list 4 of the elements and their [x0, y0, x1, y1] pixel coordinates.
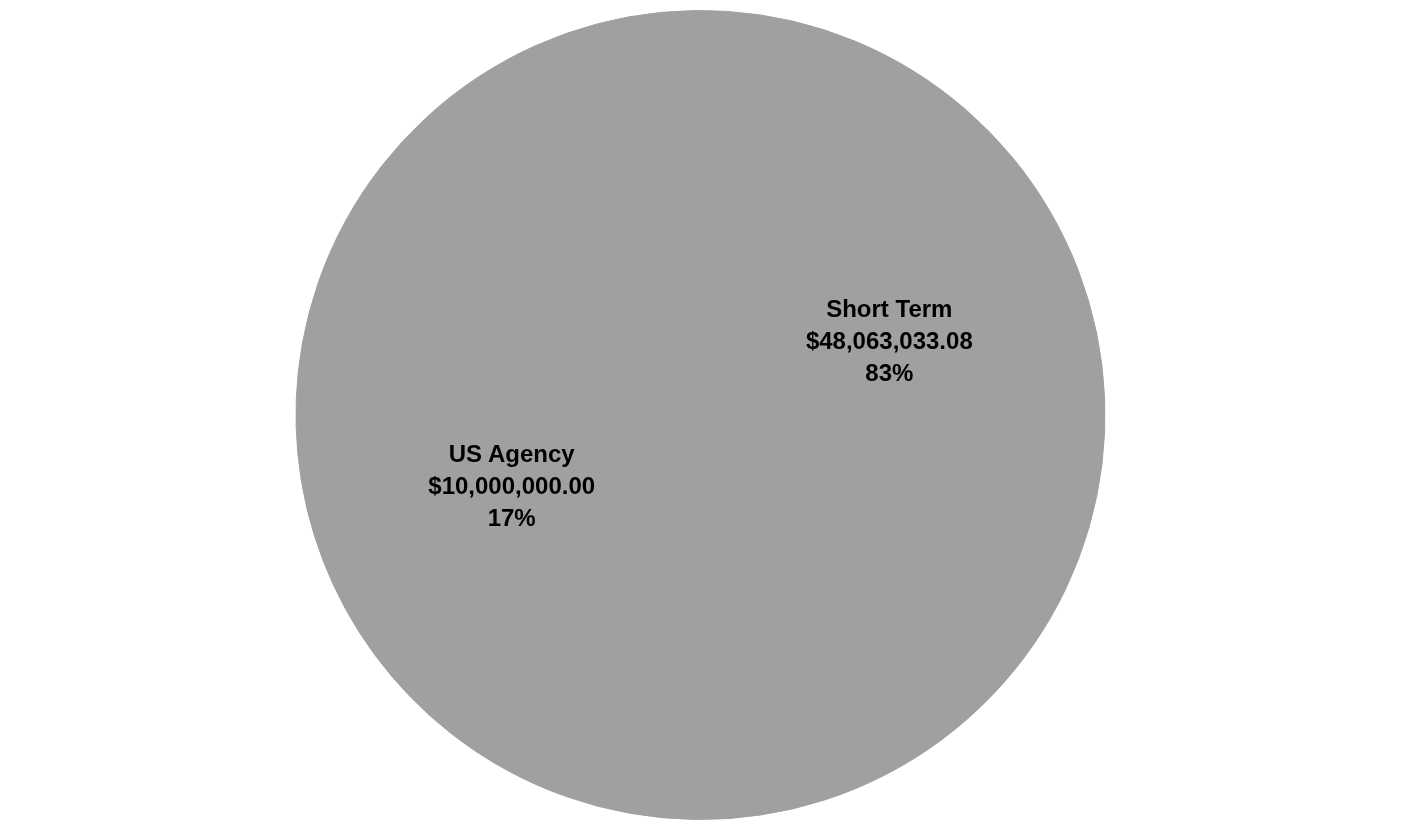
data-label: $48,063,033.08 83% [805, 327, 973, 387]
slice-label: Short Term [826, 295, 953, 323]
slice-label: US Agency [448, 440, 576, 468]
data-label: $10,000,000.00 17% [428, 472, 596, 532]
